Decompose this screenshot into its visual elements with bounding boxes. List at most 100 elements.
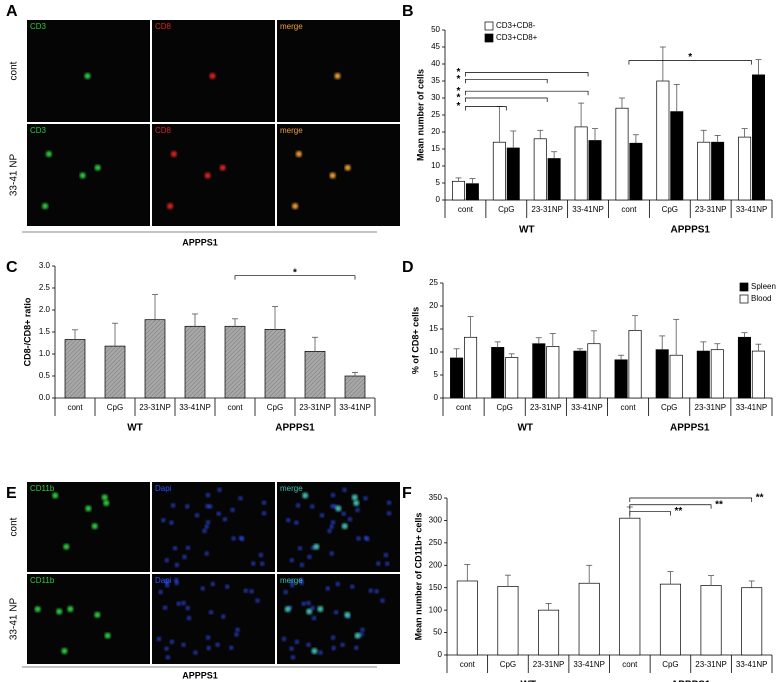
nucleus bbox=[185, 504, 190, 509]
bar bbox=[588, 140, 602, 201]
significance-label: * bbox=[456, 67, 460, 78]
legend-label: Blood bbox=[751, 294, 771, 303]
error-bar bbox=[673, 84, 680, 112]
y-tick-label: 1.0 bbox=[39, 349, 51, 358]
error-bar bbox=[632, 134, 639, 144]
nucleus bbox=[306, 642, 311, 647]
y-axis-label: Mean number of CD11b+ cells bbox=[413, 513, 423, 641]
nucleus bbox=[174, 577, 179, 583]
cell bbox=[34, 606, 41, 613]
nucleus bbox=[174, 562, 180, 568]
x-tick-label: 33-41NP bbox=[571, 403, 603, 412]
nucleus bbox=[383, 552, 389, 558]
bar bbox=[538, 609, 560, 656]
bar bbox=[619, 517, 641, 656]
nucleus bbox=[164, 646, 169, 651]
cell bbox=[351, 494, 358, 501]
cell bbox=[306, 608, 313, 615]
bar bbox=[304, 351, 326, 399]
nucleus bbox=[234, 632, 239, 637]
error-bar bbox=[112, 322, 118, 347]
cell bbox=[335, 505, 342, 512]
nucleus bbox=[217, 487, 222, 493]
bar bbox=[532, 343, 546, 399]
cell bbox=[329, 172, 336, 179]
y-tick-label: 0 bbox=[438, 650, 443, 659]
nucleus bbox=[294, 520, 299, 525]
micrograph bbox=[277, 482, 400, 572]
nucleus bbox=[200, 586, 205, 591]
nucleus bbox=[347, 517, 353, 522]
error-bar bbox=[741, 332, 748, 338]
nucleus bbox=[238, 496, 243, 501]
bar bbox=[655, 349, 669, 399]
nucleus bbox=[335, 581, 341, 587]
x-tick-label: cont bbox=[456, 403, 472, 412]
nucleus bbox=[205, 635, 211, 640]
cell bbox=[63, 543, 70, 550]
nucleus bbox=[204, 524, 209, 529]
nucleus bbox=[340, 642, 345, 647]
nucleus bbox=[260, 561, 265, 566]
x-tick-label: cont bbox=[622, 660, 638, 669]
y-tick-label: 15 bbox=[431, 144, 440, 153]
y-tick-label: 1.5 bbox=[39, 327, 51, 336]
nucleus bbox=[208, 504, 213, 509]
significance-label: * bbox=[293, 267, 297, 278]
error-bar bbox=[578, 102, 585, 127]
x-tick-label: CpG bbox=[500, 660, 516, 669]
y-tick-label: 350 bbox=[429, 493, 443, 502]
channel-label: merge bbox=[280, 484, 303, 493]
y-tick-label: 50 bbox=[433, 628, 442, 637]
nucleus bbox=[355, 507, 360, 513]
error-bar bbox=[508, 353, 515, 358]
nucleus bbox=[289, 579, 295, 584]
bar bbox=[456, 580, 478, 656]
cell bbox=[313, 543, 320, 550]
error-bar bbox=[714, 343, 721, 350]
nucleus bbox=[202, 528, 207, 534]
error-bar bbox=[192, 313, 198, 327]
y-tick-label: 30 bbox=[431, 93, 440, 102]
x-tick-label: CpG bbox=[661, 403, 677, 412]
micrograph bbox=[277, 574, 400, 664]
nucleus bbox=[258, 552, 264, 558]
error-bar bbox=[700, 129, 707, 143]
nucleus bbox=[295, 503, 301, 508]
group-label: APPPS1 bbox=[671, 225, 711, 236]
nucleus bbox=[306, 600, 311, 606]
error-bar bbox=[576, 348, 583, 352]
footer-label: APPPS1 bbox=[182, 670, 218, 680]
nucleus bbox=[230, 507, 235, 513]
error-bar bbox=[586, 564, 593, 584]
bar bbox=[224, 325, 246, 399]
group-label: WT bbox=[519, 225, 535, 236]
bar bbox=[738, 136, 752, 201]
nucleus bbox=[299, 577, 304, 583]
bar bbox=[546, 346, 560, 399]
y-tick-label: 25 bbox=[429, 278, 438, 287]
bar bbox=[696, 350, 710, 399]
bar bbox=[628, 330, 642, 399]
group-label: APPPS1 bbox=[670, 423, 710, 434]
row-label: cont bbox=[9, 517, 20, 536]
nucleus bbox=[235, 627, 240, 633]
channel-label: Dapi bbox=[155, 576, 172, 585]
nucleus bbox=[164, 558, 170, 563]
nucleus bbox=[333, 610, 339, 615]
micrograph bbox=[152, 574, 275, 664]
y-tick-label: 20 bbox=[429, 301, 438, 310]
error-bar bbox=[312, 336, 318, 352]
nucleus bbox=[176, 601, 181, 606]
channel-label: CD8 bbox=[155, 126, 172, 135]
y-tick-label: 50 bbox=[431, 25, 440, 34]
cell bbox=[61, 647, 68, 654]
nucleus bbox=[294, 639, 300, 645]
bar bbox=[711, 141, 725, 201]
nucleus bbox=[329, 551, 334, 556]
bar bbox=[264, 329, 286, 399]
nucleus bbox=[307, 554, 312, 560]
nucleus bbox=[229, 645, 234, 651]
nucleus bbox=[172, 546, 178, 551]
significance-label: * bbox=[456, 86, 460, 97]
